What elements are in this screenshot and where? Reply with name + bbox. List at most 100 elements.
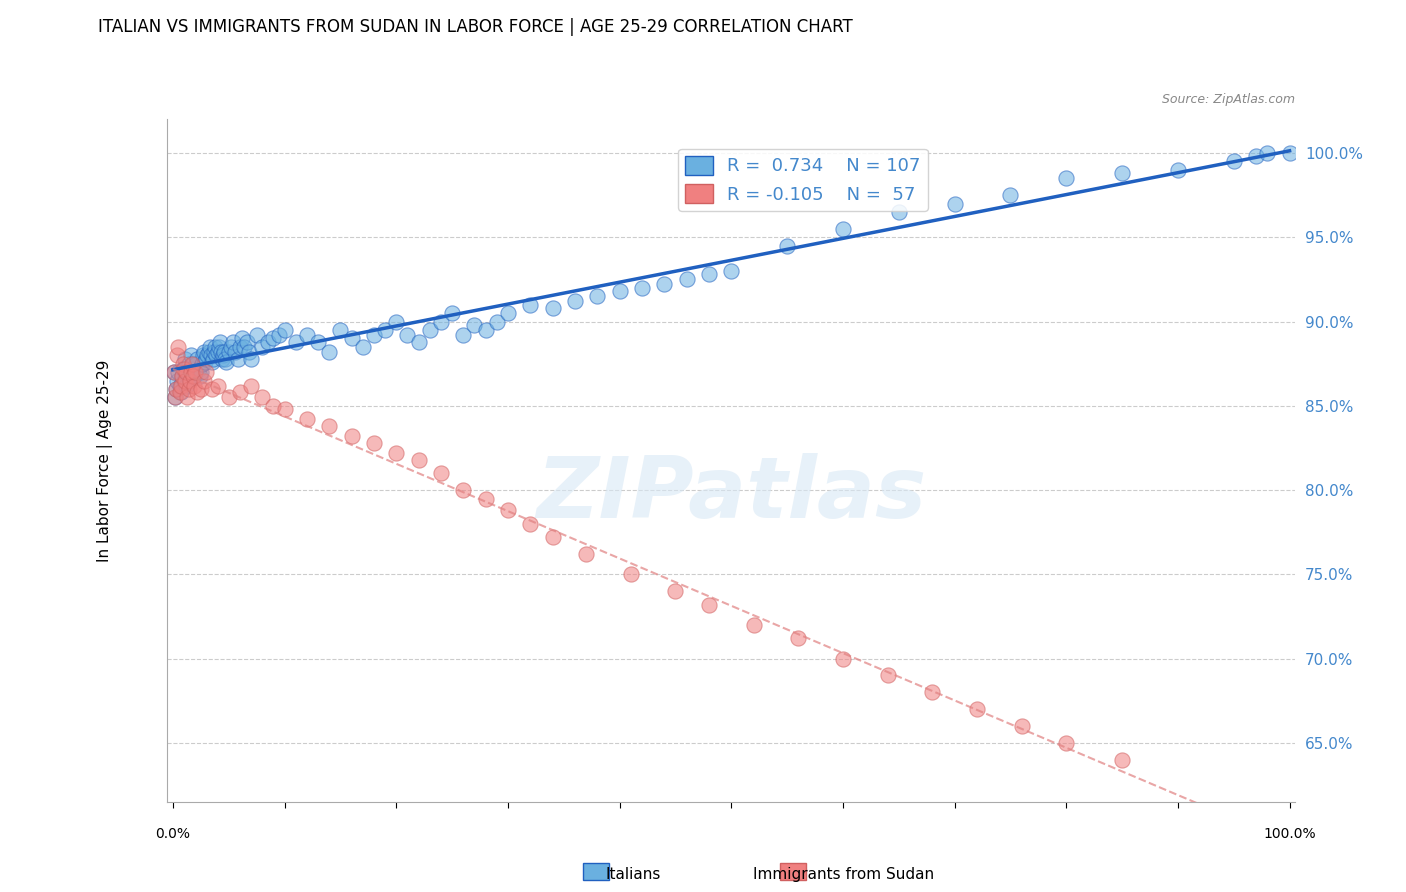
Point bbox=[246, 328, 269, 343]
Point bbox=[474, 491, 496, 506]
Point bbox=[198, 340, 221, 354]
Point bbox=[1054, 736, 1077, 750]
Point bbox=[262, 331, 284, 345]
Point bbox=[174, 378, 197, 392]
Point bbox=[176, 365, 198, 379]
Point bbox=[419, 323, 441, 337]
Point bbox=[233, 340, 256, 354]
Point bbox=[238, 345, 260, 359]
Point bbox=[229, 340, 252, 354]
Point bbox=[541, 530, 564, 544]
Point bbox=[180, 365, 202, 379]
Point bbox=[363, 436, 385, 450]
Point bbox=[235, 334, 257, 349]
Point bbox=[620, 567, 643, 582]
Point bbox=[776, 238, 799, 252]
Point bbox=[240, 351, 263, 366]
Point bbox=[174, 374, 197, 388]
Point bbox=[204, 340, 226, 354]
Point bbox=[250, 340, 273, 354]
Point bbox=[224, 345, 246, 359]
Point bbox=[163, 365, 186, 379]
Point bbox=[179, 374, 201, 388]
Point bbox=[166, 374, 188, 388]
Point bbox=[218, 345, 240, 359]
Point bbox=[463, 318, 485, 332]
Point bbox=[519, 298, 541, 312]
Point bbox=[720, 264, 742, 278]
Point bbox=[887, 205, 910, 219]
Point bbox=[214, 351, 236, 366]
Point bbox=[385, 315, 408, 329]
Point bbox=[273, 402, 295, 417]
Point bbox=[267, 328, 290, 343]
Point bbox=[340, 429, 363, 443]
Text: 0.0%: 0.0% bbox=[156, 827, 190, 841]
Point bbox=[207, 378, 229, 392]
Point bbox=[169, 378, 191, 392]
Point bbox=[212, 345, 235, 359]
Point bbox=[485, 315, 508, 329]
Point bbox=[340, 331, 363, 345]
Point bbox=[190, 382, 212, 396]
Point bbox=[194, 355, 217, 369]
Point bbox=[675, 272, 697, 286]
Point bbox=[966, 702, 988, 716]
Point bbox=[742, 618, 765, 632]
Point bbox=[176, 391, 198, 405]
Point bbox=[167, 365, 190, 379]
Point bbox=[1111, 166, 1133, 180]
Point bbox=[441, 306, 464, 320]
Point bbox=[186, 357, 208, 371]
Text: ZIPatlas: ZIPatlas bbox=[536, 453, 927, 536]
Point bbox=[170, 385, 193, 400]
Point bbox=[240, 378, 263, 392]
Point bbox=[1167, 162, 1189, 177]
Text: In Labor Force | Age 25-29: In Labor Force | Age 25-29 bbox=[97, 359, 114, 562]
Point bbox=[787, 632, 810, 646]
Point bbox=[631, 281, 654, 295]
Point bbox=[205, 348, 228, 362]
Point bbox=[430, 315, 453, 329]
Point bbox=[166, 348, 188, 362]
Point bbox=[231, 331, 253, 345]
Point bbox=[697, 268, 720, 282]
Point bbox=[174, 365, 197, 379]
Point bbox=[186, 351, 208, 366]
Point bbox=[219, 340, 242, 354]
Point bbox=[180, 361, 202, 376]
Point bbox=[200, 348, 222, 362]
Point bbox=[451, 483, 474, 497]
Point bbox=[1054, 171, 1077, 186]
Point bbox=[222, 334, 245, 349]
Point bbox=[208, 334, 231, 349]
Point bbox=[207, 345, 229, 359]
Point bbox=[195, 351, 218, 366]
Point bbox=[165, 382, 187, 396]
Text: ITALIAN VS IMMIGRANTS FROM SUDAN IN LABOR FORCE | AGE 25-29 CORRELATION CHART: ITALIAN VS IMMIGRANTS FROM SUDAN IN LABO… bbox=[98, 18, 853, 36]
Point bbox=[165, 391, 187, 405]
Point bbox=[1222, 154, 1244, 169]
Point bbox=[250, 391, 273, 405]
Point bbox=[385, 446, 408, 460]
Point bbox=[697, 598, 720, 612]
Point bbox=[1278, 146, 1301, 161]
Point bbox=[193, 345, 215, 359]
Point bbox=[1000, 188, 1022, 202]
Point bbox=[165, 391, 187, 405]
Point bbox=[226, 351, 249, 366]
Point bbox=[664, 584, 686, 599]
Point bbox=[496, 503, 519, 517]
Text: Immigrants from Sudan: Immigrants from Sudan bbox=[754, 867, 934, 881]
Point bbox=[408, 334, 430, 349]
Point bbox=[195, 365, 218, 379]
Point bbox=[921, 685, 943, 699]
Point bbox=[652, 277, 675, 292]
Point bbox=[170, 368, 193, 383]
Point bbox=[318, 345, 340, 359]
Point bbox=[197, 345, 219, 359]
Text: 100.0%: 100.0% bbox=[1263, 827, 1316, 841]
Point bbox=[541, 301, 564, 315]
Point bbox=[177, 357, 200, 371]
Point bbox=[170, 378, 193, 392]
